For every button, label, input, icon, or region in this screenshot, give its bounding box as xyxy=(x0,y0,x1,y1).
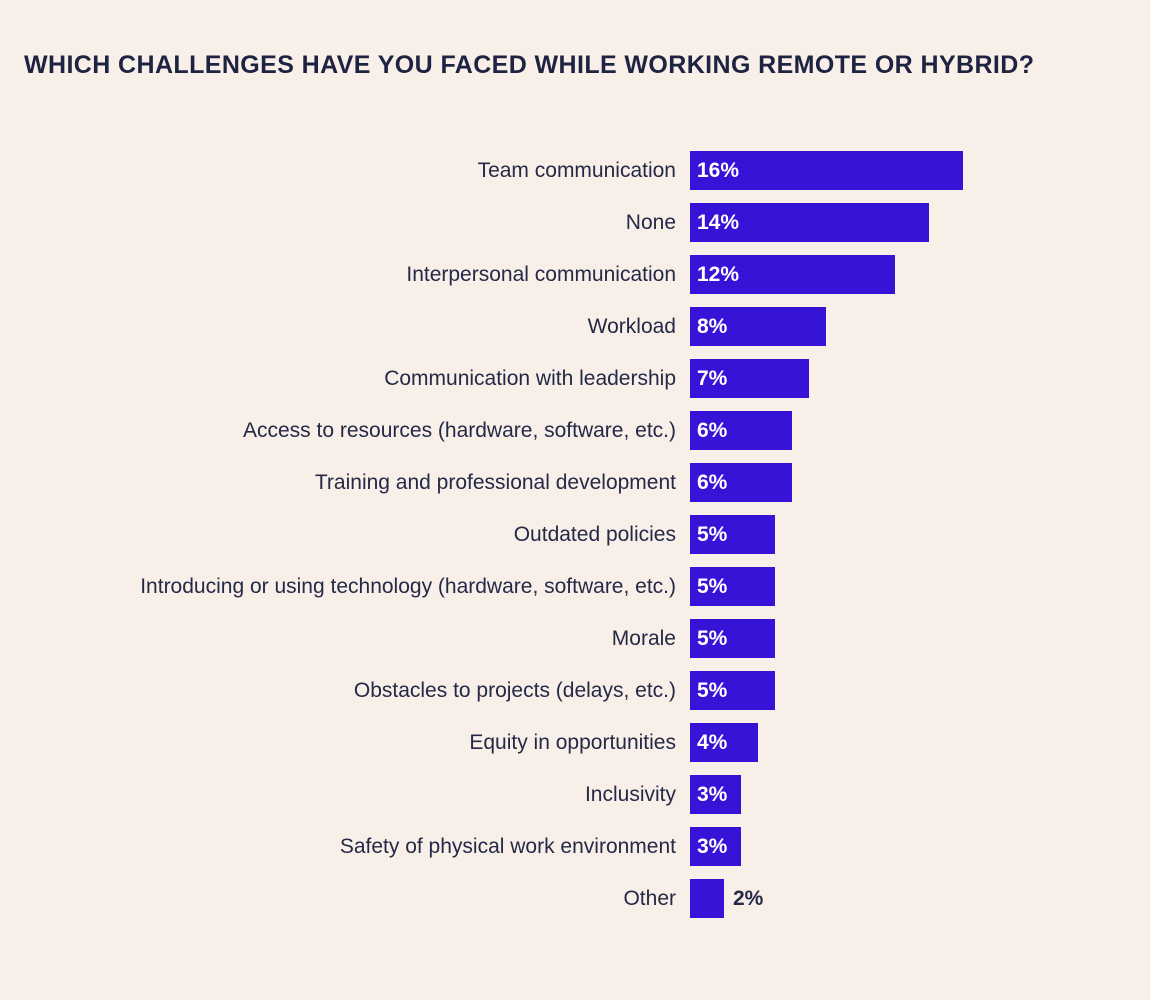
value-label: 8% xyxy=(697,314,728,338)
value-label: 4% xyxy=(697,730,728,754)
chart-row: Access to resources (hardware, software,… xyxy=(0,411,1150,450)
chart-row: Training and professional development 6% xyxy=(0,463,1150,502)
chart-row: Morale 5% xyxy=(0,619,1150,658)
chart-row: Workload 8% xyxy=(0,307,1150,346)
category-label: Obstacles to projects (delays, etc.) xyxy=(353,678,676,702)
category-label: Training and professional development xyxy=(314,470,676,494)
category-label: Communication with leadership xyxy=(384,366,676,390)
chart-row: Outdated policies 5% xyxy=(0,515,1150,554)
bar: 5% xyxy=(690,619,775,658)
category-label: Equity in opportunities xyxy=(469,730,676,754)
bar: 12% xyxy=(690,255,895,294)
category-label: Other xyxy=(623,886,676,910)
value-label: 6% xyxy=(697,470,728,494)
value-label: 6% xyxy=(697,418,728,442)
value-label: 7% xyxy=(697,366,728,390)
value-label: 5% xyxy=(697,626,728,650)
value-label: 5% xyxy=(697,678,728,702)
category-label: None xyxy=(625,210,676,234)
bar: 6% xyxy=(690,463,792,502)
category-label: Access to resources (hardware, software,… xyxy=(243,418,676,442)
chart-row: Interpersonal communication 12% xyxy=(0,255,1150,294)
chart-row: Safety of physical work environment 3% xyxy=(0,827,1150,866)
value-label: 3% xyxy=(697,834,728,858)
category-label: Team communication xyxy=(477,158,676,182)
category-label: Safety of physical work environment xyxy=(339,834,676,858)
chart-row: Obstacles to projects (delays, etc.) 5% xyxy=(0,671,1150,710)
category-label: Introducing or using technology (hardwar… xyxy=(140,574,676,598)
category-label: Workload xyxy=(587,314,676,338)
value-label: 16% xyxy=(697,158,740,182)
value-label: 2% xyxy=(733,886,764,910)
bar-chart: Team communication 16% None 14% Interpersona… xyxy=(0,151,1150,918)
bar: 8% xyxy=(690,307,826,346)
value-label: 3% xyxy=(697,782,728,806)
bar: 5% xyxy=(690,671,775,710)
bar: 4% xyxy=(690,723,758,762)
chart-row: None 14% xyxy=(0,203,1150,242)
bar: 5% xyxy=(690,515,775,554)
value-label: 14% xyxy=(697,210,740,234)
value-label: 12% xyxy=(697,262,740,286)
category-label: Morale xyxy=(611,626,676,650)
bar: 6% xyxy=(690,411,792,450)
category-label: Interpersonal communication xyxy=(406,262,676,286)
chart-title: WHICH CHALLENGES HAVE YOU FACED WHILE WO… xyxy=(24,51,1035,79)
bar: 5% xyxy=(690,567,775,606)
chart-row: Communication with leadership 7% xyxy=(0,359,1150,398)
chart-row: Introducing or using technology (hardwar… xyxy=(0,567,1150,606)
chart-row: Inclusivity 3% xyxy=(0,775,1150,814)
bar: 3% xyxy=(690,775,741,814)
value-label: 5% xyxy=(697,522,728,546)
value-label: 5% xyxy=(697,574,728,598)
chart-row: Other 2% xyxy=(0,879,1150,918)
chart-row: Equity in opportunities 4% xyxy=(0,723,1150,762)
chart-row: Team communication 16% xyxy=(0,151,1150,190)
bar: 7% xyxy=(690,359,809,398)
category-label: Outdated policies xyxy=(513,522,676,546)
category-label: Inclusivity xyxy=(584,782,676,806)
bar: 3% xyxy=(690,827,741,866)
bar: 16% xyxy=(690,151,963,190)
bar: 14% xyxy=(690,203,929,242)
bar xyxy=(690,879,724,918)
